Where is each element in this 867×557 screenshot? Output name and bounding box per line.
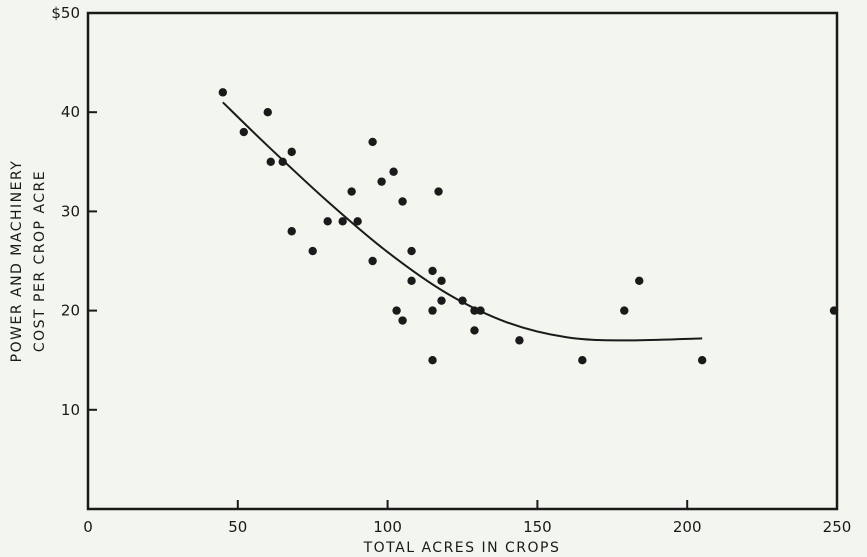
data-point <box>389 167 398 176</box>
x-tick-label: 0 <box>83 518 93 536</box>
data-point <box>323 217 332 226</box>
data-point <box>476 306 485 315</box>
data-point <box>578 356 587 365</box>
data-point <box>353 217 362 226</box>
data-point <box>470 306 479 315</box>
data-point <box>458 296 467 305</box>
x-tick-label: 150 <box>523 518 552 536</box>
y-tick-label: 10 <box>61 401 80 419</box>
data-point <box>829 306 839 315</box>
data-point <box>398 316 407 325</box>
data-point <box>263 108 272 117</box>
trend-curve <box>222 101 703 342</box>
data-point <box>287 227 296 236</box>
x-tick-label: 100 <box>373 518 402 536</box>
data-point <box>407 246 416 256</box>
data-point <box>239 127 248 137</box>
data-point <box>398 197 407 206</box>
data-point <box>377 177 386 186</box>
data-point <box>287 147 296 157</box>
data-points <box>218 88 839 365</box>
data-point <box>407 276 416 286</box>
data-point <box>347 187 356 196</box>
plot-frame <box>86 11 839 511</box>
data-point <box>620 306 629 315</box>
y-tick-label: 20 <box>61 302 80 320</box>
data-point <box>428 356 437 365</box>
data-point <box>368 137 377 147</box>
data-point <box>434 187 443 196</box>
x-axis-ticks: 0 50 100 150 200 250 <box>83 500 851 536</box>
y-axis-title-line-2: COST PER CROP ACRE <box>32 170 48 352</box>
data-point <box>437 296 446 305</box>
data-point <box>428 266 437 276</box>
data-point <box>635 276 644 286</box>
data-point <box>278 157 287 166</box>
data-point <box>368 256 377 266</box>
data-point <box>308 246 317 256</box>
y-tick-label: $50 <box>51 4 80 22</box>
data-point <box>392 306 401 315</box>
y-axis-ticks: 10 20 30 40 $50 <box>51 4 97 419</box>
data-point <box>338 217 347 226</box>
x-tick-label: 200 <box>673 518 702 536</box>
x-tick-label: 250 <box>823 518 852 536</box>
y-tick-label: 40 <box>61 103 80 121</box>
data-point <box>428 306 437 315</box>
data-point <box>437 276 446 286</box>
x-axis-title: TOTAL ACRES IN CROPS <box>363 540 561 556</box>
data-point <box>470 326 479 335</box>
data-point <box>697 356 707 365</box>
x-tick-label: 50 <box>228 518 247 536</box>
y-axis-title-line-1: POWER AND MACHINERY <box>9 160 25 363</box>
y-tick-label: 30 <box>61 202 80 220</box>
data-point <box>218 88 228 97</box>
data-point <box>515 336 524 345</box>
data-point <box>266 157 275 166</box>
